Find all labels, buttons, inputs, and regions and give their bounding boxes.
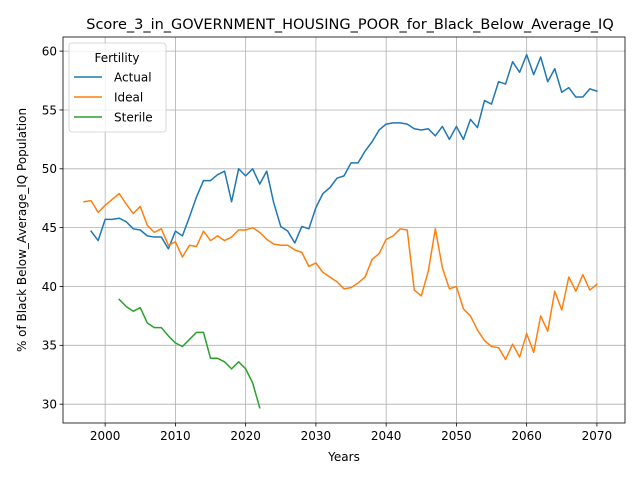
series-line-sterile — [118, 298, 261, 409]
x-axis-label: Years — [327, 450, 360, 464]
legend-box — [68, 42, 167, 133]
x-tick-label-7: 2070 — [582, 429, 613, 443]
y-axis-label: % of Black Below_Average_IQ Population — [15, 108, 29, 352]
legend-items: Actual Ideal Sterile — [74, 70, 153, 124]
x-tick-label-1: 2010 — [160, 429, 191, 443]
chart-title: Score_3_in_GOVERNMENT_HOUSING_POOR_for_B… — [86, 17, 614, 33]
plot-frame — [62, 36, 626, 424]
x-tick-label-6: 2060 — [511, 429, 542, 443]
legend-title: Fertility — [94, 51, 139, 65]
y-tick-label-3: 45 — [42, 221, 57, 235]
y-tick-label-4: 50 — [42, 162, 57, 176]
legend-label-actual: Actual — [114, 70, 152, 84]
x-tick-label-5: 2050 — [441, 429, 472, 443]
legend-label-ideal: Ideal — [114, 90, 143, 104]
x-tick-label-4: 2040 — [371, 429, 402, 443]
grid-lines — [63, 37, 625, 423]
y-tick-label-1: 35 — [42, 339, 57, 353]
y-tick-label-2: 40 — [42, 280, 57, 294]
series-line-ideal — [83, 192, 598, 361]
y-tick-label-0: 30 — [42, 397, 57, 411]
series-line-actual — [90, 53, 598, 250]
series-lines — [83, 53, 598, 409]
legend: Fertility Actual Ideal Sterile — [68, 42, 167, 133]
y-axis-ticks: 30 35 40 45 50 55 60 — [42, 44, 63, 411]
y-tick-label-5: 55 — [42, 103, 57, 117]
x-tick-label-0: 2000 — [90, 429, 121, 443]
x-axis-ticks: 2000 2010 2020 2030 2040 2050 2060 2070 — [90, 423, 612, 443]
legend-label-sterile: Sterile — [114, 110, 153, 124]
x-tick-label-2: 2020 — [230, 429, 261, 443]
y-tick-label-6: 60 — [42, 44, 57, 58]
x-tick-label-3: 2030 — [301, 429, 332, 443]
